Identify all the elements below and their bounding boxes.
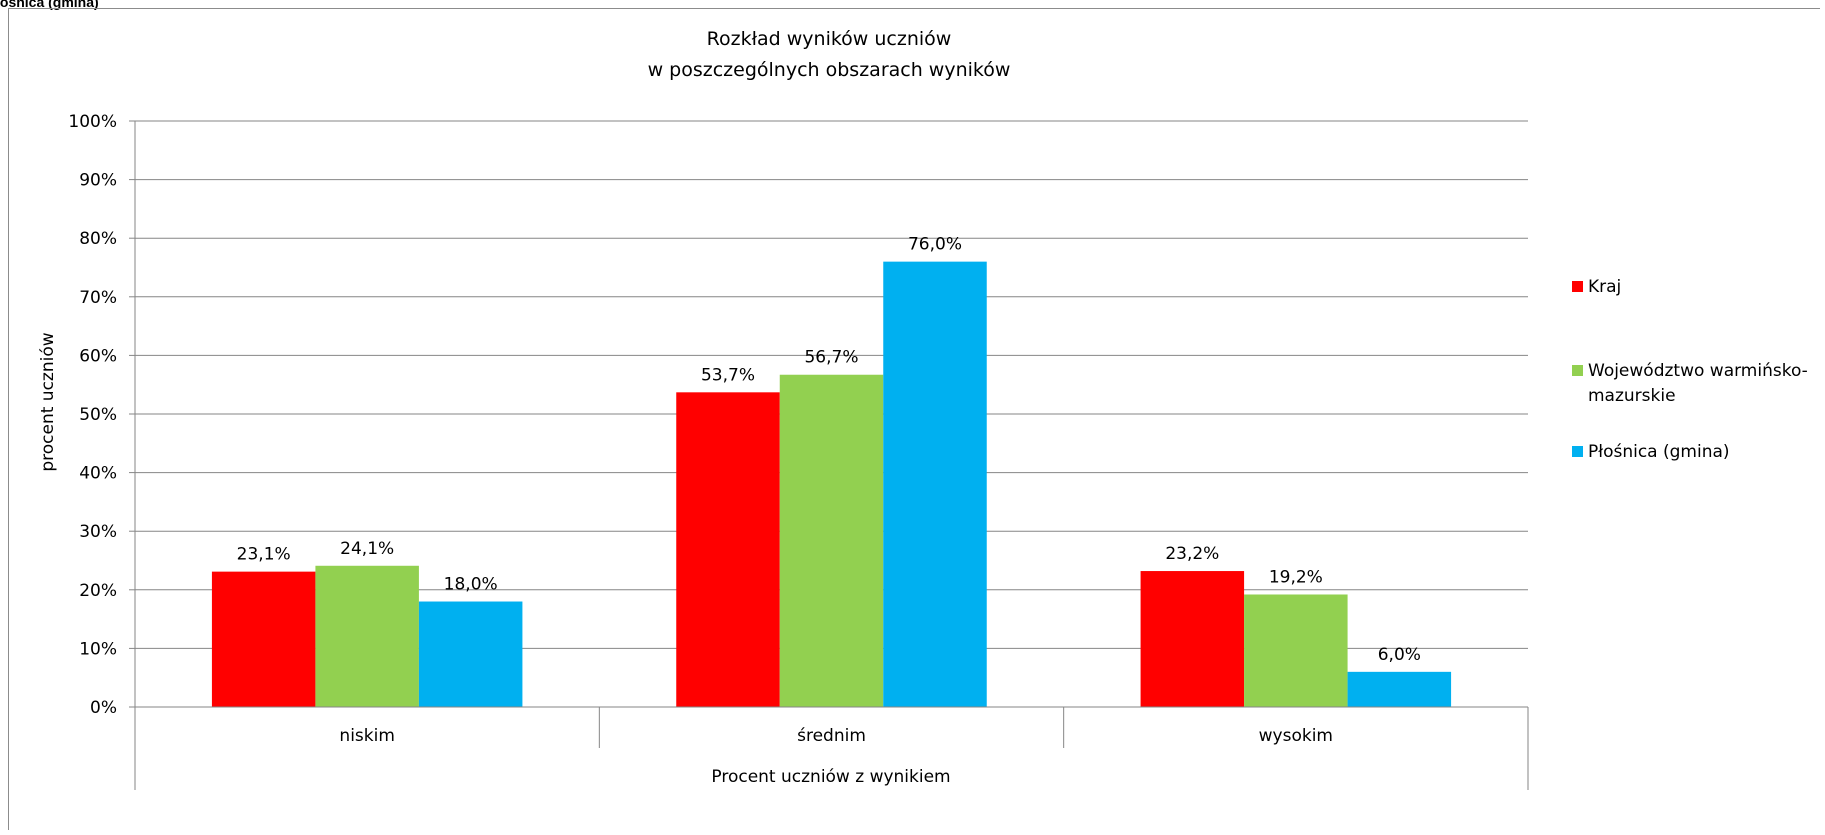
bar xyxy=(418,601,523,707)
legend: Kraj Województwo warmińsko-mazurskie Płośn… xyxy=(1572,277,1808,462)
bar-data-label: 76,0% xyxy=(908,235,962,255)
legend-label: Kraj xyxy=(1588,277,1621,297)
y-tick-label: 0% xyxy=(90,698,117,718)
chart-frame xyxy=(8,8,1820,830)
y-tick-label: 90% xyxy=(79,171,117,191)
legend-label: Województwo warmińsko- xyxy=(1588,361,1808,381)
x-axis-title: Procent uczniów z wynikiem xyxy=(711,767,950,787)
y-tick-label: 100% xyxy=(68,112,117,132)
chart-title-line-1: Rozkład wyników uczniów xyxy=(707,28,952,50)
bars xyxy=(211,261,1452,707)
x-axis-categories: niskim średnim wysokim xyxy=(339,726,1333,746)
chart-header-label: łośnica (gmina) xyxy=(0,0,99,10)
y-axis-ticks: 0% 10% 20% 30% 40% 50% 60% 70% 80% 90% 100% xyxy=(68,112,135,718)
bar xyxy=(211,571,316,707)
y-tick-label: 30% xyxy=(79,522,117,542)
y-tick-label: 70% xyxy=(79,288,117,308)
x-category-label: wysokim xyxy=(1259,726,1333,746)
bar-data-label: 23,1% xyxy=(237,545,291,565)
y-tick-label: 10% xyxy=(79,639,117,659)
bar-data-label: 23,2% xyxy=(1165,544,1219,564)
bar xyxy=(1244,594,1348,707)
bar xyxy=(315,565,419,707)
bar-data-label: 19,2% xyxy=(1269,567,1323,587)
legend-label: mazurskie xyxy=(1588,386,1676,406)
axes xyxy=(134,121,1529,790)
bar xyxy=(883,261,987,707)
y-tick-label: 40% xyxy=(79,464,117,484)
bar-data-label: 6,0% xyxy=(1378,645,1421,665)
y-tick-label: 50% xyxy=(79,405,117,425)
bar xyxy=(1347,671,1452,707)
legend-swatch xyxy=(1572,365,1583,376)
bar xyxy=(1140,571,1245,707)
y-tick-label: 80% xyxy=(79,229,117,249)
bar-data-labels: 23,1% 53,7% 23,2% 24,1% 56,7% 19,2% 18,0% 76,0%… xyxy=(237,235,1421,665)
bar-data-label: 53,7% xyxy=(701,365,755,385)
x-category-label: niskim xyxy=(339,726,394,746)
legend-swatch xyxy=(1572,446,1583,457)
y-tick-label: 20% xyxy=(79,581,117,601)
chart-title-line-2: w poszczególnych obszarach wyników xyxy=(648,59,1011,81)
legend-swatch xyxy=(1572,281,1583,292)
bar xyxy=(676,392,780,707)
y-axis-title: procent uczniów xyxy=(38,332,58,471)
bar-data-label: 24,1% xyxy=(340,539,394,559)
legend-label: Płośnica (gmina) xyxy=(1588,442,1730,462)
bar-data-label: 56,7% xyxy=(804,348,858,368)
bar-data-label: 18,0% xyxy=(444,575,498,595)
bar xyxy=(779,374,884,707)
x-category-label: średnim xyxy=(797,726,866,746)
y-tick-label: 60% xyxy=(79,346,117,366)
